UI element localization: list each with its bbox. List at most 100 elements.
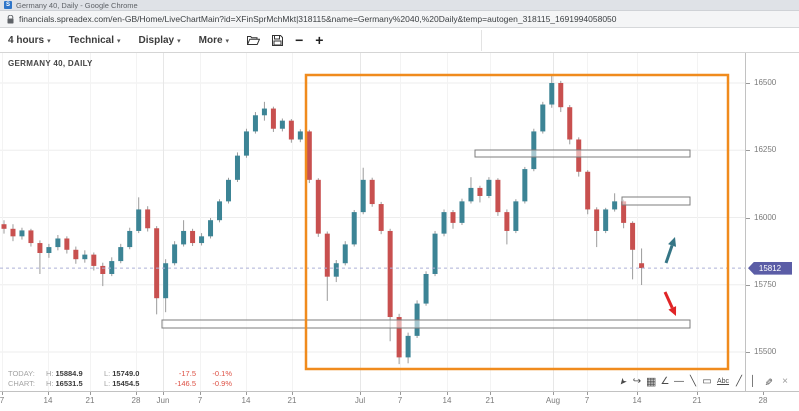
timeframe-menu-label: 4 hours (8, 34, 45, 46)
high-value: 15884.9 (55, 369, 83, 378)
zoom-out-button[interactable]: − (295, 32, 304, 48)
save-chart-icon[interactable] (272, 34, 284, 46)
display-menu[interactable]: Display ▾ (139, 35, 181, 46)
spreadex-favicon: S (4, 1, 12, 9)
lock-icon[interactable] (7, 14, 14, 24)
candle (190, 230, 196, 244)
diagonal-line-tool-icon[interactable]: ╱ (735, 376, 743, 387)
x-axis-tick (200, 392, 201, 395)
x-axis-tick (136, 392, 137, 395)
candle (630, 222, 636, 250)
x-axis-label: Jun (156, 396, 170, 405)
candle (46, 247, 52, 254)
candle (279, 120, 285, 129)
resistance-zone-mid[interactable] (621, 196, 691, 206)
x-axis-tick (490, 392, 491, 395)
x-axis-label: 7 (397, 396, 403, 405)
x-axis-label: 21 (692, 396, 702, 405)
stats-row-label: TODAY: (8, 369, 35, 378)
more-menu[interactable]: More ▾ (199, 35, 229, 46)
x-axis-label: 14 (241, 396, 251, 405)
pencil-tool-icon[interactable]: ✎ (762, 377, 773, 387)
support-zone-lower[interactable] (161, 319, 691, 329)
candle (486, 179, 492, 196)
drawing-toolbar: ➤ ↪ ▦ ∠ — ╲ ▭ Abc ╱ │ ✎ × (616, 375, 794, 389)
vertical-line-tool-icon[interactable]: │ (749, 376, 757, 387)
technical-menu[interactable]: Technical ▾ (69, 35, 121, 46)
x-axis-tick (163, 392, 164, 395)
x-axis-label: 7 (197, 396, 203, 405)
resistance-zone-upper[interactable] (474, 149, 691, 158)
candle (297, 131, 303, 140)
stats-row-label: CHART: (8, 378, 35, 388)
up-arrow[interactable] (668, 237, 677, 247)
change-value: -146.5 (174, 378, 196, 388)
x-axis-tick (246, 392, 247, 395)
highlight-rectangle[interactable] (304, 73, 730, 371)
cursor-tool-icon[interactable]: ➤ (616, 375, 630, 389)
horizontal-line-tool-icon[interactable]: — (674, 376, 684, 387)
window-titlebar: S Germany 40, Daily - Google Chrome (0, 0, 799, 11)
x-axis-label: 7 (0, 396, 5, 405)
technical-menu-label: Technical (68, 34, 115, 46)
zoom-in-button[interactable]: + (315, 32, 324, 48)
candle (387, 230, 393, 318)
price-axis[interactable]: 16500 16250 16000 15750 15500 15812 (745, 53, 799, 391)
candle (64, 238, 70, 250)
url-bar[interactable]: financials.spreadex.com/en-GB/Home/LiveC… (0, 11, 799, 28)
x-axis-label: 21 (287, 396, 297, 405)
chevron-down-icon: ▾ (225, 37, 230, 45)
candle (163, 263, 169, 299)
candle (639, 263, 645, 269)
rectangle-tool-icon[interactable]: ▭ (702, 376, 712, 387)
candle (217, 201, 223, 221)
candle (612, 201, 618, 210)
candle (396, 317, 402, 358)
y-axis-tick (746, 83, 750, 84)
window-title: Germany 40, Daily - Google Chrome (16, 0, 138, 10)
candle (351, 212, 357, 245)
x-axis-label: Jul (354, 396, 366, 405)
close-tool-icon[interactable]: × (782, 376, 788, 387)
candle (154, 228, 160, 299)
x-axis-label: Aug (545, 396, 561, 405)
candle (522, 169, 528, 202)
text-tool-icon[interactable]: Abc (716, 378, 730, 385)
toolbar-divider (481, 30, 482, 51)
x-axis-label: 14 (632, 396, 642, 405)
date-axis[interactable]: 7 14 21 28 Jun 7 14 21 Jul 7 14 21 Aug 7 14 21 28 (0, 391, 799, 411)
x-axis-label: 28 (131, 396, 141, 405)
candle (603, 209, 609, 231)
stats-chart-row: CHART: H: 16531.5 L: 15454.5 -146.5 -0.9% (8, 379, 232, 389)
open-chart-icon[interactable] (247, 35, 261, 46)
chart-canvas[interactable] (0, 53, 745, 391)
axes-tool-icon[interactable]: ∠ (660, 376, 670, 387)
candle (82, 254, 88, 260)
grid-tool-icon[interactable]: ▦ (646, 376, 657, 388)
chevron-down-icon: ▾ (177, 37, 181, 45)
redo-arrow-tool-icon[interactable]: ↪ (632, 376, 642, 387)
down-arrow-shaft[interactable] (663, 291, 674, 309)
url-text[interactable]: financials.spreadex.com/en-GB/Home/LiveC… (19, 14, 617, 24)
x-axis-tick (637, 392, 638, 395)
up-arrow-shaft[interactable] (664, 245, 674, 264)
y-axis-tick (746, 284, 750, 286)
candle (127, 230, 133, 248)
trend-line-tool-icon[interactable]: ╲ (689, 376, 697, 387)
candle (172, 244, 178, 264)
candle (360, 179, 366, 213)
candle (369, 179, 375, 205)
candle (91, 254, 97, 266)
candle (468, 187, 474, 202)
candle (567, 107, 573, 140)
x-axis-tick (763, 392, 764, 395)
x-axis-label: 21 (85, 396, 95, 405)
timeframe-menu[interactable]: 4 hours ▾ (8, 35, 51, 46)
y-axis-tick (746, 352, 750, 353)
current-price-badge: 15812 (748, 261, 792, 275)
x-axis-label: 21 (485, 396, 495, 405)
candle (324, 233, 330, 277)
down-arrow[interactable] (668, 306, 677, 316)
candle (441, 212, 447, 234)
